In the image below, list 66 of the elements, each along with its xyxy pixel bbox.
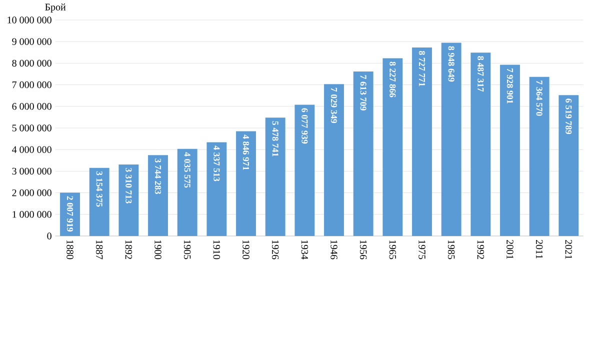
y-tick-label: 1 000 000 — [12, 211, 52, 218]
data-label: 3 310 713 — [126, 168, 132, 204]
bar — [470, 52, 491, 236]
data-label: 4 846 971 — [242, 134, 250, 170]
bar — [324, 84, 344, 236]
x-tick-label: 1910 — [213, 240, 220, 260]
y-tick-label: 3 000 000 — [12, 168, 52, 175]
x-tick-label: 1934 — [301, 240, 308, 260]
data-label: 6 519 789 — [566, 98, 572, 134]
data-label: 8 948 649 — [448, 46, 454, 82]
x-tick-label: 1926 — [272, 240, 279, 260]
bar — [500, 64, 520, 236]
data-label: 6 077 939 — [302, 108, 308, 144]
data-label: 7 364 570 — [536, 80, 542, 116]
y-tick-label: 2 000 000 — [12, 189, 52, 196]
data-label: 3 744 283 — [154, 158, 162, 194]
bar — [412, 47, 432, 236]
bar — [177, 148, 198, 236]
bar — [382, 58, 403, 236]
y-tick-label: 4 000 000 — [12, 146, 52, 153]
bar — [353, 72, 374, 236]
bar — [441, 42, 462, 236]
x-tick-label: 1900 — [154, 240, 162, 260]
bar — [236, 131, 256, 236]
data-label: 7 928 901 — [506, 68, 514, 104]
x-tick-label: 1965 — [389, 240, 396, 260]
x-tick-label: 1887 — [96, 240, 103, 260]
x-tick-label: 1985 — [448, 240, 455, 260]
bar — [558, 95, 579, 236]
data-label: 7 613 709 — [360, 75, 366, 110]
y-tick-label: 8 000 000 — [12, 60, 52, 67]
x-tick-label: 1905 — [184, 240, 191, 260]
bar — [60, 192, 80, 236]
y-axis-title: Брой — [45, 3, 66, 12]
bar — [294, 104, 315, 236]
y-tick-label: 6 000 000 — [12, 103, 52, 110]
x-tick-label: 2001 — [506, 240, 514, 259]
data-label: 2 007 919 — [66, 196, 74, 232]
x-tick-label: 1946 — [330, 240, 338, 260]
y-tick-label: 9 000 000 — [12, 38, 52, 45]
y-tick-label: 0 — [47, 232, 52, 240]
bar — [206, 142, 227, 236]
x-tick-label: 1992 — [477, 240, 484, 259]
x-tick-label: 1920 — [242, 240, 250, 260]
data-label: 3 154 375 — [96, 171, 102, 207]
data-label: 5 478 741 — [272, 121, 278, 156]
x-tick-label: 1956 — [360, 240, 367, 260]
data-label: 4 337 513 — [214, 146, 220, 182]
bar — [148, 155, 168, 236]
bar — [89, 168, 110, 236]
x-tick-label: 2021 — [565, 240, 572, 259]
data-label: 4 035 575 — [184, 152, 190, 188]
y-tick-label: 10 000 000 — [8, 16, 52, 24]
data-label: 8 727 771 — [418, 50, 426, 86]
bar — [529, 76, 550, 236]
y-tick-label: 5 000 000 — [12, 124, 52, 132]
bar — [118, 164, 139, 236]
data-label: 8 227 866 — [390, 62, 396, 98]
x-tick-label: 1975 — [418, 240, 426, 260]
data-label: 7 029 349 — [330, 88, 338, 124]
x-tick-label: 2011 — [536, 240, 543, 259]
x-tick-label: 1892 — [125, 240, 132, 259]
y-tick-label: 7 000 000 — [12, 81, 52, 88]
data-label: 8 487 317 — [478, 56, 484, 92]
x-tick-label: 1880 — [66, 240, 74, 260]
bar — [265, 118, 286, 236]
